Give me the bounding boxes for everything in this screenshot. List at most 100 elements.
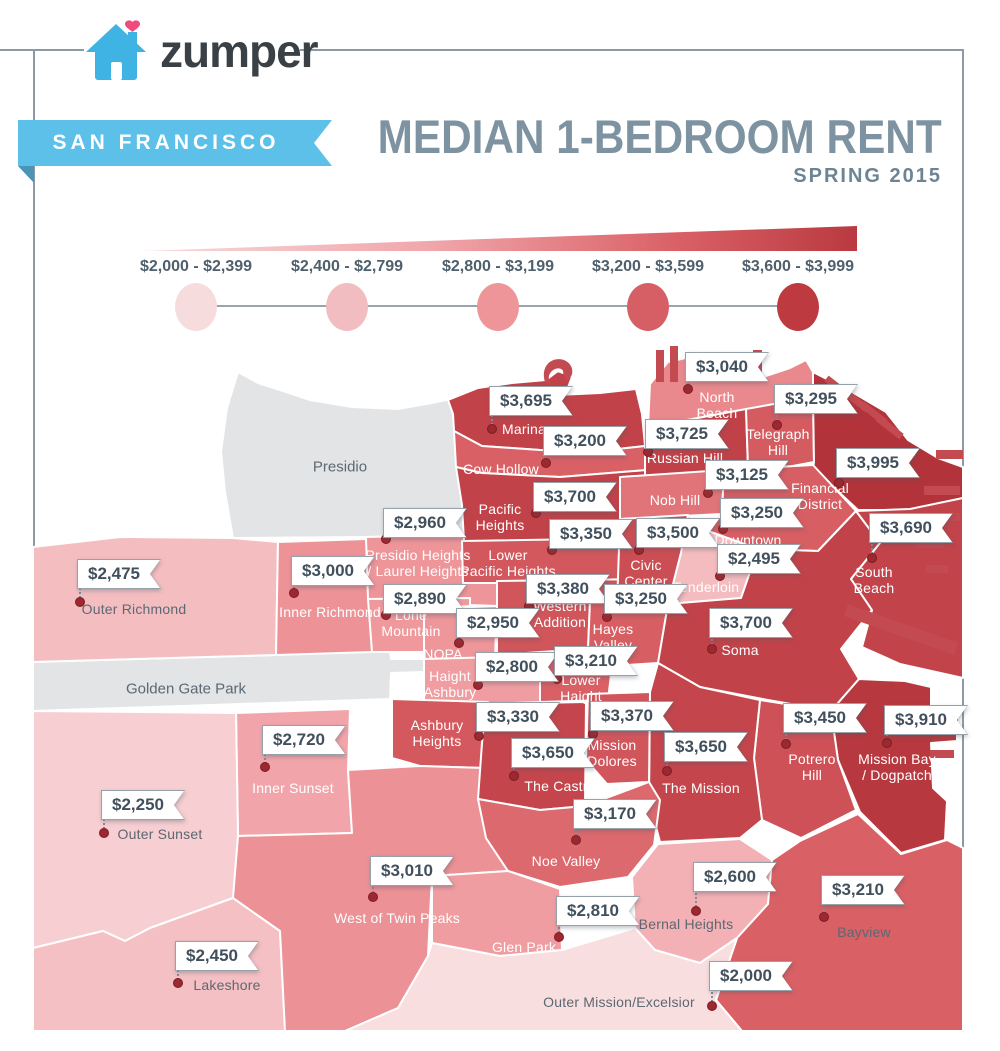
price-flag-body: $2,000	[709, 961, 793, 991]
map-pin-dot	[260, 762, 270, 772]
logo-wordmark: zumper	[160, 25, 319, 77]
price-flag-mission-dolores: $3,370	[590, 701, 674, 731]
price-value: $2,720	[263, 726, 345, 754]
map-pin-dot	[487, 424, 497, 434]
flag-pole	[545, 452, 547, 463]
price-flag-body: $2,495	[717, 544, 801, 574]
legend-swatch-circle	[777, 283, 819, 331]
price-flag-body: $3,700	[709, 608, 793, 638]
price-flag-lakeshore: $2,450	[175, 941, 259, 971]
neighborhood-label: Bernal Heights	[638, 915, 734, 932]
map-pin-dot	[772, 420, 782, 430]
map-pin-dot	[819, 912, 829, 922]
price-flag-body: $3,170	[573, 799, 657, 829]
legend-range-label: $2,000 - $2,399	[139, 258, 253, 275]
city-ribbon-label: SAN FRANCISCO	[52, 131, 280, 154]
map-pin-dot	[554, 932, 564, 942]
price-flag-body: $3,995	[836, 448, 920, 478]
price-value: $2,495	[718, 545, 800, 573]
neighborhood-label: Presidio Heights / Laurel Heights	[365, 546, 471, 579]
price-value: $2,800	[476, 653, 558, 681]
price-flag-downtown: $3,250	[720, 498, 804, 528]
price-flag-lower-pacific-heights: $3,350	[549, 519, 633, 549]
neighborhood-label: Marina	[502, 420, 546, 437]
price-value: $3,210	[555, 647, 637, 675]
price-flag-outer-richmond: $2,475	[77, 559, 161, 589]
flag-pole	[666, 758, 668, 771]
price-value: $3,125	[706, 461, 788, 489]
page-subtitle: SPRING 2015	[793, 165, 942, 188]
price-flag-western-addition: $3,380	[526, 574, 610, 604]
price-value: $3,695	[490, 387, 572, 415]
price-flag-body: $3,370	[590, 701, 674, 731]
map-pin-dot	[707, 644, 717, 654]
map-pin-dot	[707, 1001, 717, 1011]
price-value: $3,250	[721, 499, 803, 527]
price-flag-soma: $3,700	[709, 608, 793, 638]
price-flag-body: $3,725	[645, 419, 729, 449]
price-flag-nob-hill: $3,125	[705, 460, 789, 490]
price-flag-body: $3,500	[636, 518, 720, 548]
price-flag-body: $3,295	[774, 384, 858, 414]
price-value: $2,450	[176, 942, 258, 970]
neighborhood-label: Cow Hollow	[463, 460, 539, 477]
flag-pole	[711, 634, 713, 649]
flag-pole	[695, 888, 697, 911]
price-flag-body: $3,250	[720, 498, 804, 528]
price-flag-inner-richmond: $3,000	[291, 556, 375, 586]
flag-pole	[823, 901, 825, 917]
neighborhood-label: Outer Sunset	[117, 825, 203, 842]
legend-range-label: $3,200 - $3,599	[591, 258, 705, 275]
neighborhood-label: Lakeshore	[193, 976, 261, 993]
flag-pole	[293, 582, 295, 593]
price-flag-body: $2,950	[456, 608, 540, 638]
legend-swatch-circle	[627, 283, 669, 331]
price-flag-body: $3,210	[554, 646, 638, 676]
price-value: $3,200	[544, 427, 626, 455]
park-label: Golden Gate Park	[125, 680, 247, 698]
price-flag-lower-haight: $3,210	[554, 646, 638, 676]
flag-pole	[785, 729, 787, 744]
flag-pole	[575, 825, 577, 840]
price-flag-body: $3,200	[543, 426, 627, 456]
flag-pole	[79, 585, 81, 602]
neighborhood-label: North Beach	[696, 388, 738, 421]
price-value: $2,475	[78, 560, 160, 588]
price-flag-haight-ashbury: $2,800	[475, 652, 559, 682]
map-pin-dot	[173, 978, 183, 988]
price-flag-body: $3,010	[370, 856, 454, 886]
price-flag-hayes-valley: $3,250	[604, 584, 688, 614]
frame-left	[33, 49, 35, 1031]
price-value: $3,690	[870, 514, 952, 542]
neighborhood-label: Lower Haight	[560, 671, 602, 704]
price-flag-bernal-heights: $2,600	[693, 862, 777, 892]
map-pin-dot	[454, 638, 464, 648]
map-pin-dot	[75, 597, 85, 607]
price-value: $3,995	[837, 449, 919, 477]
price-value: $3,170	[574, 800, 656, 828]
neighborhood-label: Nob Hill	[649, 491, 701, 508]
park-label: Presidio	[312, 458, 368, 476]
price-flag-body: $3,330	[476, 702, 560, 732]
neighborhood-label: Pacific Heights	[475, 500, 525, 533]
price-value: $2,600	[694, 863, 776, 891]
flag-pole	[513, 764, 515, 776]
zumper-house-icon	[86, 20, 146, 80]
map-pin-dot	[867, 553, 877, 563]
price-flag-body: $3,910	[884, 705, 968, 735]
price-flag-south-beach: $3,690	[869, 513, 953, 543]
city-ribbon: SAN FRANCISCO	[18, 120, 332, 166]
neighborhood-label: Inner Sunset	[252, 779, 334, 796]
flag-pole	[558, 922, 560, 937]
price-flag-the-castro: $3,650	[511, 738, 595, 768]
map-pin-dot	[99, 828, 109, 838]
map-pin-dot	[509, 771, 519, 781]
map-pin-dot	[368, 892, 378, 902]
price-flag-body: $2,450	[175, 941, 259, 971]
price-flag-body: $2,600	[693, 862, 777, 892]
legend-swatch-circle	[175, 283, 217, 331]
price-flag-inner-sunset: $2,720	[262, 725, 346, 755]
neighborhood-label: Noe Valley	[531, 852, 601, 869]
price-flag-body: $3,125	[705, 460, 789, 490]
